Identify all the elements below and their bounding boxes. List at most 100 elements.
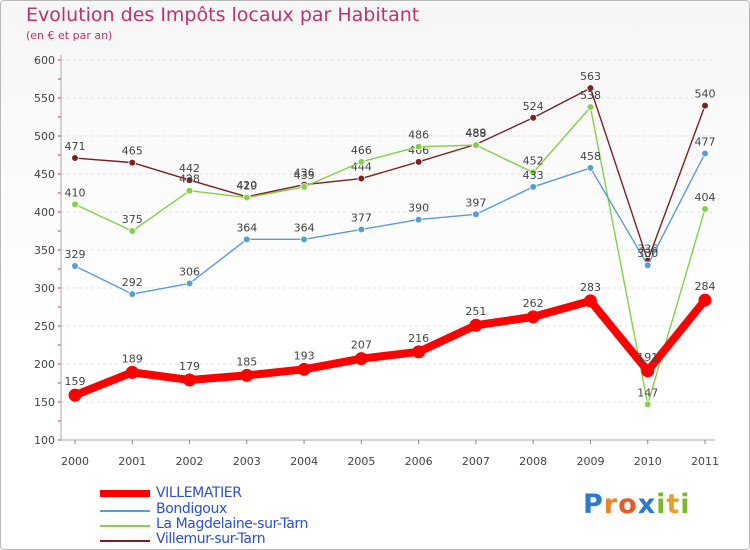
x-tick-label: 2010 <box>634 455 662 468</box>
data-label: 466 <box>351 144 372 157</box>
data-label: 193 <box>294 349 315 362</box>
data-label: 397 <box>465 196 486 209</box>
series-line <box>74 152 706 295</box>
data-label: 375 <box>122 213 143 226</box>
data-point <box>68 388 82 402</box>
data-label: 390 <box>408 202 429 215</box>
data-label: 538 <box>580 89 601 102</box>
data-point <box>243 193 251 202</box>
data-point <box>526 310 540 324</box>
data-label: 336 <box>637 243 658 256</box>
data-label: 189 <box>122 352 143 365</box>
data-label: 410 <box>65 186 86 199</box>
data-label: 262 <box>523 297 544 310</box>
proxiti-logo: Proxiti <box>583 489 691 520</box>
data-point <box>297 362 311 376</box>
x-tick-label: 2003 <box>233 455 261 468</box>
logo-letter: r <box>603 489 619 520</box>
data-point <box>240 368 254 382</box>
data-point <box>529 113 537 122</box>
x-tick-label: 2001 <box>118 455 146 468</box>
legend-swatch <box>100 525 150 527</box>
data-point <box>125 365 139 379</box>
data-point <box>183 373 197 387</box>
data-label: 477 <box>695 135 716 148</box>
data-point <box>128 158 137 167</box>
data-point <box>472 141 480 149</box>
series-line <box>74 106 706 405</box>
x-tick-label: 2009 <box>576 455 604 468</box>
data-point <box>472 210 480 219</box>
data-point <box>354 352 368 366</box>
legend-swatch <box>100 510 150 512</box>
data-label: 330 <box>637 247 658 260</box>
y-tick-label: 250 <box>34 320 55 333</box>
data-point <box>586 164 595 172</box>
data-label: 524 <box>523 100 544 113</box>
data-label: 458 <box>580 150 601 163</box>
data-label: 364 <box>294 221 315 234</box>
x-tick-label: 2000 <box>61 455 89 468</box>
logo-letter: i <box>680 489 691 520</box>
data-point <box>128 290 137 298</box>
data-label: 563 <box>580 70 601 83</box>
data-point <box>701 101 709 110</box>
data-label: 433 <box>294 169 315 182</box>
y-tick-label: 200 <box>34 358 55 371</box>
data-label: 147 <box>637 386 658 399</box>
logo-letter: t <box>666 489 681 520</box>
data-point <box>583 294 597 308</box>
series-line <box>74 87 706 262</box>
data-label: 419 <box>236 180 257 193</box>
data-label: 191 <box>637 351 658 364</box>
y-tick-label: 450 <box>34 168 55 181</box>
data-label: 364 <box>236 221 257 234</box>
legend-swatch <box>100 490 150 497</box>
logo-letter: P <box>583 489 604 520</box>
data-point <box>357 158 366 166</box>
data-label: 433 <box>523 169 544 182</box>
logo-letter: x <box>637 489 657 520</box>
data-point <box>300 183 308 191</box>
data-point <box>701 205 709 213</box>
y-tick-label: 350 <box>34 244 55 257</box>
data-label: 471 <box>65 140 86 153</box>
data-label: 465 <box>122 145 143 158</box>
data-point <box>185 186 194 195</box>
legend-label: La Magdelaine-sur-Tarn <box>156 516 308 532</box>
data-label: 306 <box>179 265 200 278</box>
data-point <box>414 215 423 224</box>
x-tick-label: 2011 <box>691 455 719 468</box>
data-point <box>698 293 712 307</box>
y-tick-label: 550 <box>34 92 55 105</box>
data-label: 428 <box>179 173 200 186</box>
y-tick-label: 100 <box>34 434 55 447</box>
data-point <box>71 154 79 162</box>
x-tick-label: 2007 <box>462 455 490 468</box>
data-point <box>185 176 194 184</box>
data-label: 488 <box>465 127 486 140</box>
data-point <box>243 235 251 244</box>
data-label: 284 <box>695 280 716 293</box>
data-point <box>412 345 426 359</box>
x-tick-label: 2004 <box>290 455 318 468</box>
data-point <box>586 84 595 92</box>
legend-label: Bondigoux <box>156 501 227 517</box>
logo-letter: i <box>656 489 667 520</box>
data-label: 420 <box>236 179 257 192</box>
data-point <box>128 227 137 235</box>
data-label: 486 <box>408 129 429 142</box>
y-tick-label: 500 <box>34 130 55 143</box>
legend-label: VILLEMATIER <box>156 485 242 501</box>
data-label: 540 <box>695 88 716 101</box>
data-label: 442 <box>179 162 200 175</box>
data-label: 251 <box>465 305 486 318</box>
y-tick-label: 600 <box>34 54 55 67</box>
data-label: 452 <box>523 154 544 167</box>
data-label: 329 <box>65 248 86 261</box>
y-tick-label: 300 <box>34 282 55 295</box>
chart-title: Evolution des Impôts locaux par Habitant <box>26 4 420 26</box>
data-label: 404 <box>695 191 716 204</box>
